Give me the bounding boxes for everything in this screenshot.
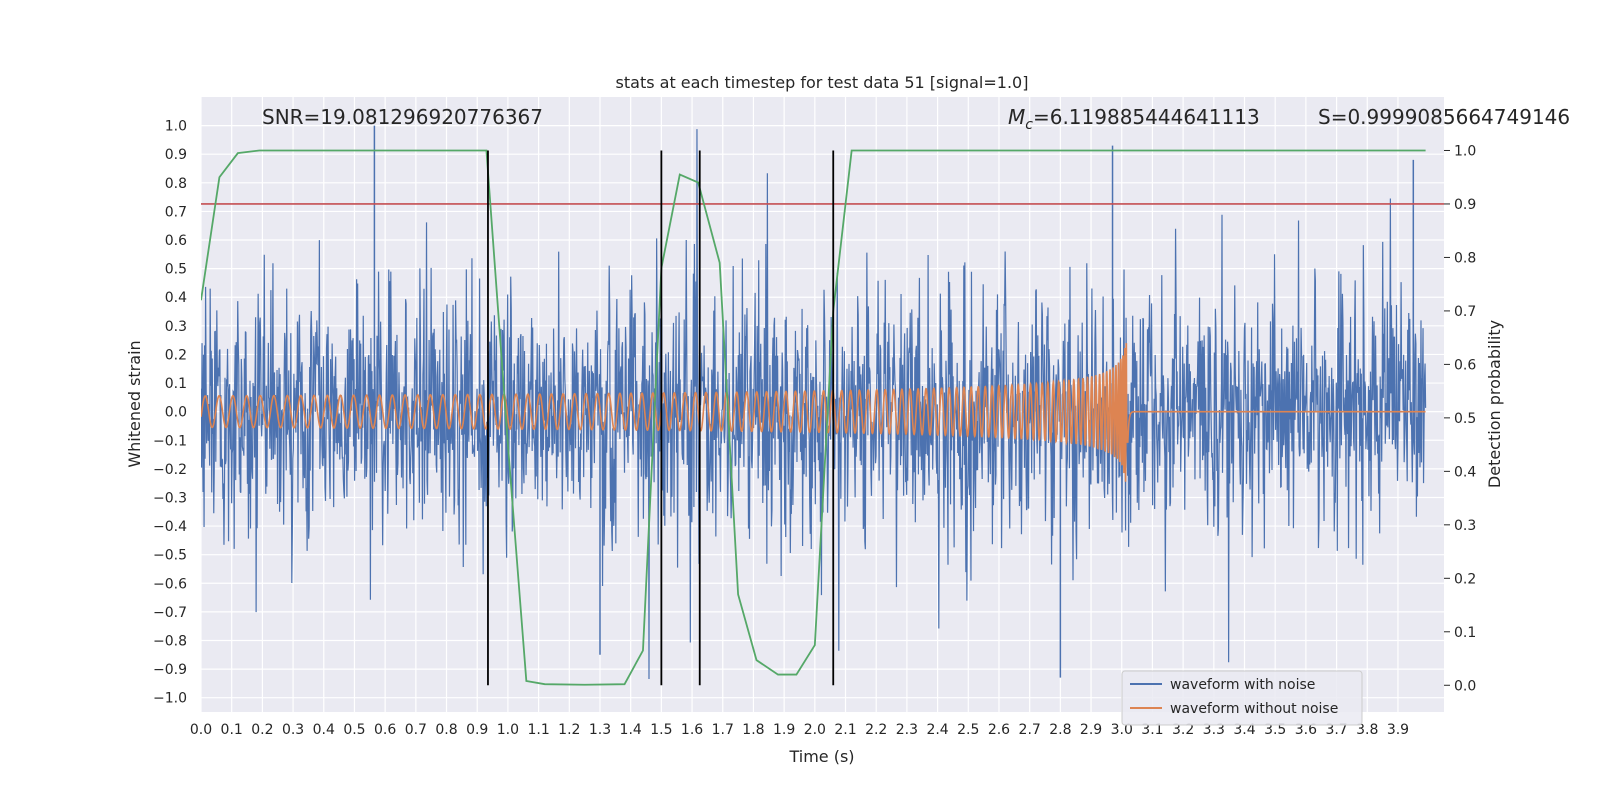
mc-annotation: Mc=6.119885444641113 — [1008, 105, 1260, 133]
x-tick-label: 0.9 — [466, 722, 488, 738]
x-tick-label: 2.6 — [988, 722, 1010, 738]
y-tick-label: −0.1 — [153, 433, 187, 449]
x-tick-label: 2.3 — [896, 722, 918, 738]
x-axis-label: Time (s) — [788, 747, 854, 766]
x-tick-label: 1.5 — [650, 722, 672, 738]
x-tick-label: 1.0 — [497, 722, 519, 738]
y-tick-label: −0.6 — [153, 576, 187, 592]
mc-subscript: c — [1025, 117, 1033, 133]
x-tick-label: 0.8 — [435, 722, 457, 738]
x-tick-label: 3.3 — [1203, 722, 1225, 738]
y-right-tick-label: 0.4 — [1454, 464, 1476, 480]
x-tick-label: 3.7 — [1325, 722, 1347, 738]
y-tick-label: −0.4 — [153, 519, 187, 535]
y-tick-label: 0.5 — [165, 262, 187, 278]
y-right-tick-label: 0.1 — [1454, 625, 1476, 641]
legend-label-clean: waveform without noise — [1170, 701, 1338, 717]
y-tick-label: −0.8 — [153, 633, 187, 649]
y-tick-label: 0.4 — [165, 290, 187, 306]
y-tick-label: −0.5 — [153, 548, 187, 564]
s-annotation: S=0.9999085664749146 — [1318, 105, 1570, 129]
x-tick-label: 3.2 — [1172, 722, 1194, 738]
y-right-tick-label: 0.9 — [1454, 197, 1476, 213]
x-tick-label: 0.0 — [190, 722, 212, 738]
y-tick-label: 1.0 — [165, 119, 187, 135]
x-tick-label: 0.2 — [251, 722, 273, 738]
x-tick-label: 0.4 — [313, 722, 335, 738]
x-tick-label: 2.1 — [834, 722, 856, 738]
x-tick-label: 3.1 — [1141, 722, 1163, 738]
y-tick-label: 0.9 — [165, 147, 187, 163]
y-right-tick-label: 0.6 — [1454, 357, 1476, 373]
x-tick-label: 0.7 — [405, 722, 427, 738]
x-tick-label: 0.6 — [374, 722, 396, 738]
y-tick-label: 0.6 — [165, 233, 187, 249]
y-right-axis-label: Detection probability — [1485, 320, 1504, 488]
y-tick-label: 0.1 — [165, 376, 187, 392]
y-tick-label: 0.2 — [165, 347, 187, 363]
y-right-tick-label: 0.2 — [1454, 571, 1476, 587]
x-tick-label: 1.2 — [558, 722, 580, 738]
x-tick-label: 2.0 — [804, 722, 826, 738]
line-waveform-with-noise — [201, 129, 1427, 679]
y-tick-label: −0.9 — [153, 662, 187, 678]
snr-annotation: SNR=19.081296920776367 — [262, 105, 543, 129]
chart-title: stats at each timestep for test data 51 … — [616, 73, 1029, 92]
x-tick-label: 1.8 — [742, 722, 764, 738]
x-tick-label: 2.4 — [926, 722, 948, 738]
series-waveform-with-noise — [201, 125, 1427, 679]
y-tick-label: −0.2 — [153, 462, 187, 478]
x-tick-label: 1.1 — [527, 722, 549, 738]
y-tick-label: 0.0 — [165, 405, 187, 421]
legend: waveform with noise waveform without noi… — [1121, 670, 1363, 726]
x-tick-label: 0.5 — [343, 722, 365, 738]
y-right-tick-label: 0.7 — [1454, 304, 1476, 320]
y-right-tick-label: 0.3 — [1454, 518, 1476, 534]
y-tick-label: 0.8 — [165, 176, 187, 192]
y-right-tick-label: 0.8 — [1454, 250, 1476, 266]
x-tick-label: 1.7 — [712, 722, 734, 738]
vertical-markers — [487, 150, 835, 686]
legend-label-noise: waveform with noise — [1170, 677, 1315, 693]
x-tick-label: 3.8 — [1356, 722, 1378, 738]
x-tick-label: 3.6 — [1295, 722, 1317, 738]
x-tick-label: 3.9 — [1387, 722, 1409, 738]
x-tick-label: 2.9 — [1080, 722, 1102, 738]
x-tick-label: 2.5 — [957, 722, 979, 738]
x-tick-label: 1.4 — [620, 722, 642, 738]
mc-value: =6.119885444641113 — [1033, 105, 1260, 129]
x-tick-label: 3.0 — [1111, 722, 1133, 738]
x-tick-label: 3.5 — [1264, 722, 1286, 738]
legend-box — [1121, 670, 1363, 726]
y-right-tick-label: 0.5 — [1454, 411, 1476, 427]
y-tick-label: −0.7 — [153, 605, 187, 621]
y-tick-label: 0.3 — [165, 319, 187, 335]
y-tick-label: −0.3 — [153, 490, 187, 506]
x-tick-label: 2.7 — [1019, 722, 1041, 738]
y-tick-labels: −1.0 −0.9 −0.8 −0.7 −0.6 −0.5 −0.4 −0.3 −0.2 −0.1… — [153, 119, 187, 707]
x-tick-label: 0.3 — [282, 722, 304, 738]
y-right-tick-labels: 0.0 0.1 0.2 0.3 0.4 0.5 0.6 0.7 0.8 0.9 1.0 — [1444, 143, 1476, 694]
x-tick-label: 1.9 — [773, 722, 795, 738]
x-tick-label: 2.8 — [1049, 722, 1071, 738]
x-tick-label: 0.1 — [221, 722, 243, 738]
line-waveform-without-noise — [201, 343, 1426, 482]
y-right-tick-label: 0.0 — [1454, 678, 1476, 694]
x-tick-labels: 0.0 0.1 0.2 0.3 0.4 0.5 0.6 0.7 0.8 0.9 1.0 1.1 1.2 1… — [190, 722, 1409, 738]
x-tick-label: 1.6 — [681, 722, 703, 738]
x-tick-label: 2.2 — [865, 722, 887, 738]
y-tick-label: −1.0 — [153, 691, 187, 707]
series-waveform-without-noise — [201, 343, 1426, 482]
y-right-tick-label: 1.0 — [1454, 143, 1476, 159]
y-tick-label: 0.7 — [165, 204, 187, 220]
mc-symbol: M — [1008, 105, 1025, 129]
x-tick-label: 3.4 — [1233, 722, 1255, 738]
y-axis-label: Whitened strain — [125, 340, 144, 467]
x-tick-label: 1.3 — [589, 722, 611, 738]
